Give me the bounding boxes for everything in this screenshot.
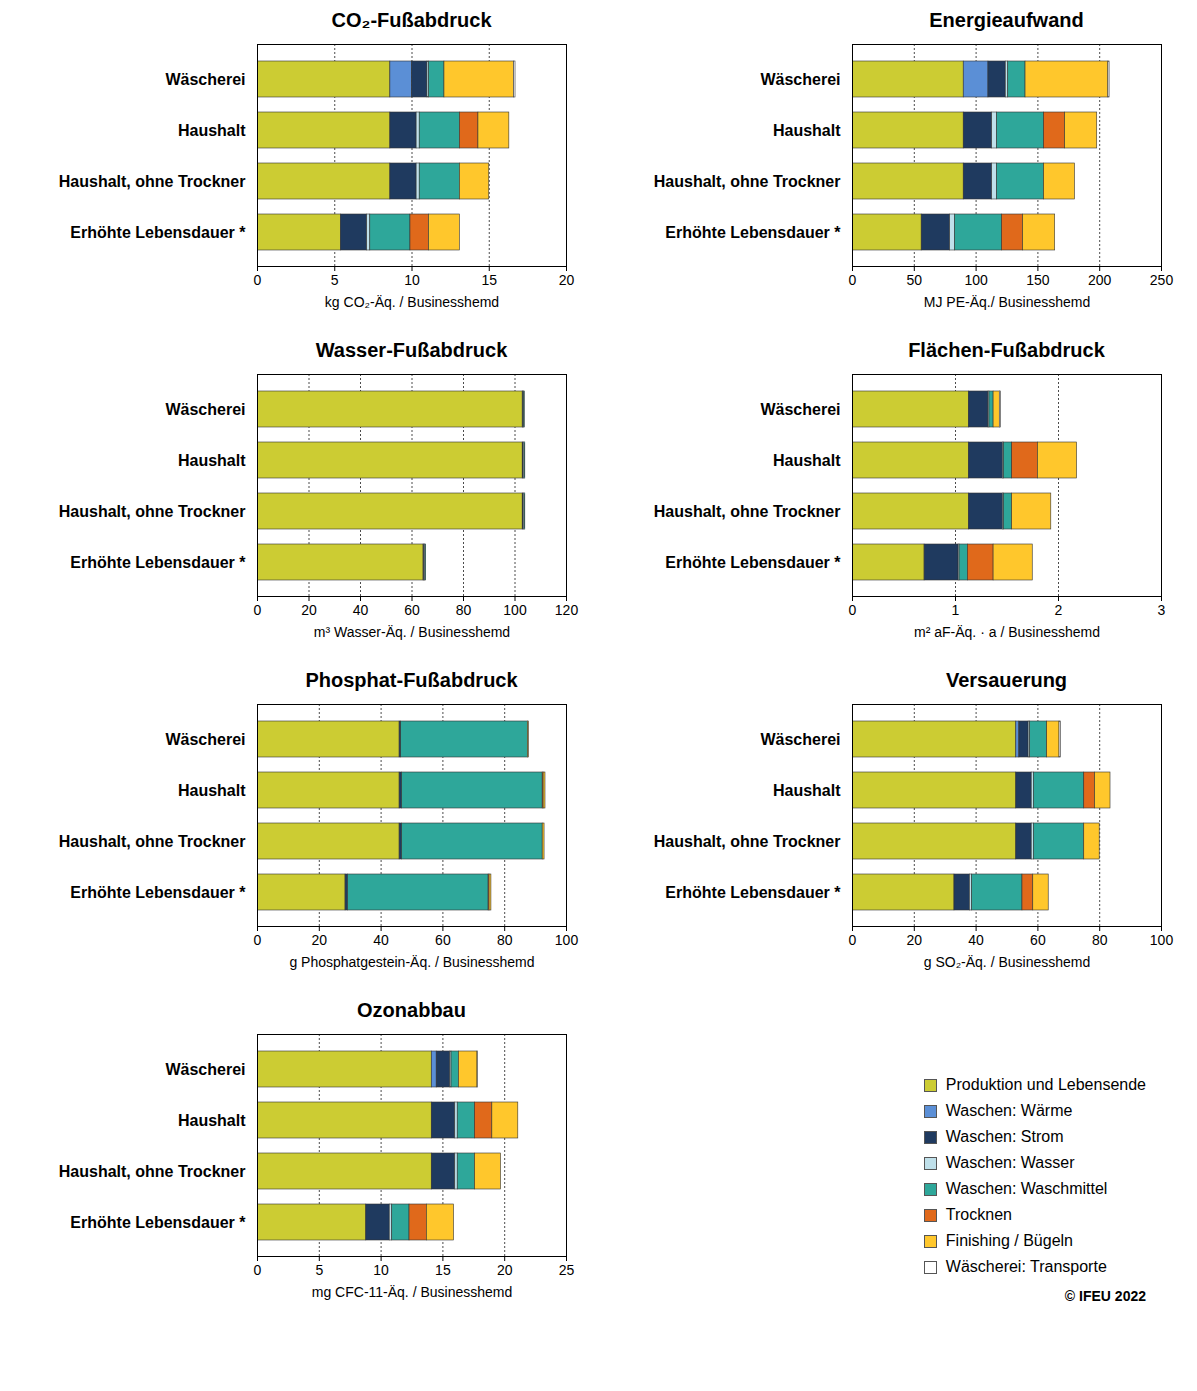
- svg-text:Haushalt: Haushalt: [773, 782, 841, 799]
- svg-text:0: 0: [849, 602, 857, 618]
- svg-text:Wäscherei: Wäscherei: [165, 401, 245, 418]
- svg-text:10: 10: [373, 1262, 389, 1278]
- svg-text:0: 0: [849, 932, 857, 948]
- svg-text:80: 80: [1092, 932, 1108, 948]
- svg-text:0: 0: [254, 1262, 262, 1278]
- html-text:Waschen: Wärme: Waschen: Wärme: [945, 1102, 1073, 1119]
- html-text:Wasser-Fußabdruck: Wasser-Fußabdruck: [315, 339, 508, 361]
- svg-text:120: 120: [555, 602, 579, 618]
- svg-text:1: 1: [952, 602, 960, 618]
- svg-text:Haushalt, ohne Trockner: Haushalt, ohne Trockner: [654, 833, 841, 850]
- svg-text:20: 20: [907, 932, 923, 948]
- svg-text:250: 250: [1150, 272, 1174, 288]
- svg-text:Erhöhte Lebensdauer *: Erhöhte Lebensdauer *: [70, 1214, 246, 1231]
- html-text:Waschen: Waschmittel: Waschen: Waschmittel: [945, 1180, 1108, 1197]
- html-text:Finishing / Bügeln: Finishing / Bügeln: [945, 1232, 1073, 1249]
- svg-text:Haushalt: Haushalt: [773, 122, 841, 139]
- svg-text:100: 100: [503, 602, 527, 618]
- svg-text:100: 100: [964, 272, 988, 288]
- svg-text:40: 40: [968, 932, 984, 948]
- svg-text:3: 3: [1158, 602, 1166, 618]
- svg-text:80: 80: [497, 932, 513, 948]
- svg-text:mg CFC-11-Äq. / Businesshemd: mg CFC-11-Äq. / Businesshemd: [312, 1284, 512, 1300]
- svg-text:Haushalt: Haushalt: [773, 452, 841, 469]
- svg-text:100: 100: [1150, 932, 1174, 948]
- svg-text:40: 40: [353, 602, 369, 618]
- svg-text:Haushalt, ohne Trockner: Haushalt, ohne Trockner: [59, 503, 246, 520]
- svg-text:Haushalt: Haushalt: [178, 782, 246, 799]
- svg-text:m³ Wasser-Äq. / Businesshemd: m³ Wasser-Äq. / Businesshemd: [314, 624, 510, 640]
- svg-text:m² aF-Äq. · a / Businesshemd: m² aF-Äq. · a / Businesshemd: [914, 624, 1100, 640]
- html-text:CO₂-Fußabdruck: CO₂-Fußabdruck: [331, 9, 492, 31]
- html-text:Versauerung: Versauerung: [945, 669, 1068, 691]
- html-text:Wäscherei: Transporte: Wäscherei: Transporte: [945, 1258, 1107, 1275]
- svg-text:2: 2: [1055, 602, 1063, 618]
- svg-text:g Phosphatgestein-Äq. / Busine: g Phosphatgestein-Äq. / Businesshemd: [289, 954, 534, 970]
- html-text:Energieaufwand: Energieaufwand: [929, 9, 1084, 31]
- svg-text:Wäscherei: Wäscherei: [760, 71, 840, 88]
- svg-text:kg CO₂-Äq. / Businesshemd: kg CO₂-Äq. / Businesshemd: [325, 294, 499, 310]
- html-text:Produktion und Lebensende: Produktion und Lebensende: [945, 1076, 1146, 1093]
- svg-text:20: 20: [301, 602, 317, 618]
- svg-text:Haushalt, ohne Trockner: Haushalt, ohne Trockner: [59, 1163, 246, 1180]
- svg-text:MJ PE-Äq./ Businesshemd: MJ PE-Äq./ Businesshemd: [924, 294, 1091, 310]
- svg-text:Haushalt, ohne Trockner: Haushalt, ohne Trockner: [654, 173, 841, 190]
- svg-text:g SO₂-Äq. / Businesshemd: g SO₂-Äq. / Businesshemd: [924, 954, 1091, 970]
- svg-text:Haushalt: Haushalt: [178, 452, 246, 469]
- svg-text:150: 150: [1026, 272, 1050, 288]
- svg-text:Haushalt, ohne Trockner: Haushalt, ohne Trockner: [59, 173, 246, 190]
- svg-text:Erhöhte Lebensdauer *: Erhöhte Lebensdauer *: [665, 884, 841, 901]
- svg-text:60: 60: [435, 932, 451, 948]
- svg-text:10: 10: [404, 272, 420, 288]
- svg-text:0: 0: [254, 272, 262, 288]
- html-text:Waschen: Strom: Waschen: Strom: [945, 1128, 1064, 1145]
- svg-text:Wäscherei: Wäscherei: [165, 71, 245, 88]
- svg-text:Erhöhte Lebensdauer *: Erhöhte Lebensdauer *: [70, 554, 246, 571]
- svg-text:40: 40: [373, 932, 389, 948]
- svg-text:Wäscherei: Wäscherei: [165, 731, 245, 748]
- svg-text:Erhöhte Lebensdauer *: Erhöhte Lebensdauer *: [70, 224, 246, 241]
- svg-text:5: 5: [315, 1262, 323, 1278]
- svg-text:Erhöhte Lebensdauer *: Erhöhte Lebensdauer *: [665, 554, 841, 571]
- html-text:Ozonabbau: Ozonabbau: [357, 999, 466, 1021]
- svg-text:0: 0: [849, 272, 857, 288]
- svg-text:Wäscherei: Wäscherei: [760, 401, 840, 418]
- svg-text:50: 50: [907, 272, 923, 288]
- svg-text:0: 0: [254, 602, 262, 618]
- svg-text:15: 15: [481, 272, 497, 288]
- svg-text:60: 60: [404, 602, 420, 618]
- svg-text:80: 80: [456, 602, 472, 618]
- svg-text:20: 20: [312, 932, 328, 948]
- svg-text:100: 100: [555, 932, 579, 948]
- svg-text:20: 20: [559, 272, 575, 288]
- svg-text:Erhöhte Lebensdauer *: Erhöhte Lebensdauer *: [665, 224, 841, 241]
- svg-text:Wäscherei: Wäscherei: [165, 1061, 245, 1078]
- svg-text:Wäscherei: Wäscherei: [760, 731, 840, 748]
- svg-text:25: 25: [559, 1262, 575, 1278]
- svg-text:Haushalt: Haushalt: [178, 122, 246, 139]
- html-text:Trocknen: Trocknen: [945, 1206, 1012, 1223]
- svg-text:200: 200: [1088, 272, 1112, 288]
- svg-text:0: 0: [254, 932, 262, 948]
- html-text:Waschen: Wasser: Waschen: Wasser: [945, 1154, 1075, 1171]
- svg-text:Erhöhte Lebensdauer *: Erhöhte Lebensdauer *: [70, 884, 246, 901]
- svg-text:5: 5: [331, 272, 339, 288]
- html-text:Phosphat-Fußabdruck: Phosphat-Fußabdruck: [305, 669, 518, 691]
- html-text:© IFEU 2022: © IFEU 2022: [1064, 1288, 1146, 1304]
- svg-text:Haushalt: Haushalt: [178, 1112, 246, 1129]
- svg-text:Haushalt, ohne Trockner: Haushalt, ohne Trockner: [59, 833, 246, 850]
- svg-text:15: 15: [435, 1262, 451, 1278]
- html-text:Flächen-Fußabdruck: Flächen-Fußabdruck: [908, 339, 1105, 361]
- svg-text:20: 20: [497, 1262, 513, 1278]
- svg-text:Haushalt, ohne Trockner: Haushalt, ohne Trockner: [654, 503, 841, 520]
- svg-text:60: 60: [1030, 932, 1046, 948]
